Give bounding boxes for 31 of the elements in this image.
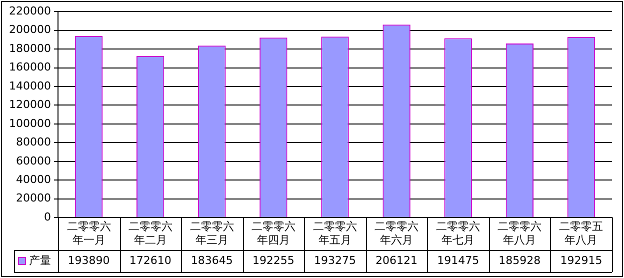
x-tick-label: 二零零五年八月 <box>559 220 604 246</box>
y-tick-label: 60000 <box>16 154 51 168</box>
data-label: 193275 <box>314 254 356 267</box>
data-label: 172610 <box>129 254 172 267</box>
y-tick-label: 100000 <box>8 116 51 130</box>
x-tick-label: 二零零六年四月 <box>251 220 296 246</box>
y-tick-label: 20000 <box>16 192 51 205</box>
data-label: 185928 <box>498 254 541 267</box>
y-tick-label: 220000 <box>8 4 51 18</box>
y-tick-label: 0 <box>44 210 51 224</box>
data-label: 192915 <box>560 254 602 267</box>
y-tick-label: 180000 <box>8 42 51 55</box>
x-tick-label: 二零零六年五月 <box>312 220 357 246</box>
y-tick-label: 40000 <box>16 173 51 186</box>
x-tick-label: 二零零六年三月 <box>190 220 234 246</box>
data-label: 193890 <box>68 254 110 267</box>
legend-label: 产量 <box>28 254 51 267</box>
data-label: 192255 <box>252 254 294 267</box>
x-tick-label: 二零零六年八月 <box>498 220 542 246</box>
y-tick-label: 120000 <box>8 98 51 112</box>
y-tick-label: 80000 <box>16 136 51 149</box>
x-tick-label: 二零零六年六月 <box>374 220 419 246</box>
x-tick-label: 二零零六年七月 <box>436 220 480 246</box>
x-tick-label: 二零零六年一月 <box>66 220 111 246</box>
data-label: 191475 <box>437 254 480 267</box>
x-tick-label: 二零零六年二月 <box>128 220 172 246</box>
data-label: 183645 <box>190 254 233 267</box>
data-label: 206121 <box>376 254 418 267</box>
y-tick-label: 140000 <box>8 79 51 92</box>
y-tick-label: 160000 <box>8 60 51 74</box>
y-tick-label: 200000 <box>8 23 51 36</box>
